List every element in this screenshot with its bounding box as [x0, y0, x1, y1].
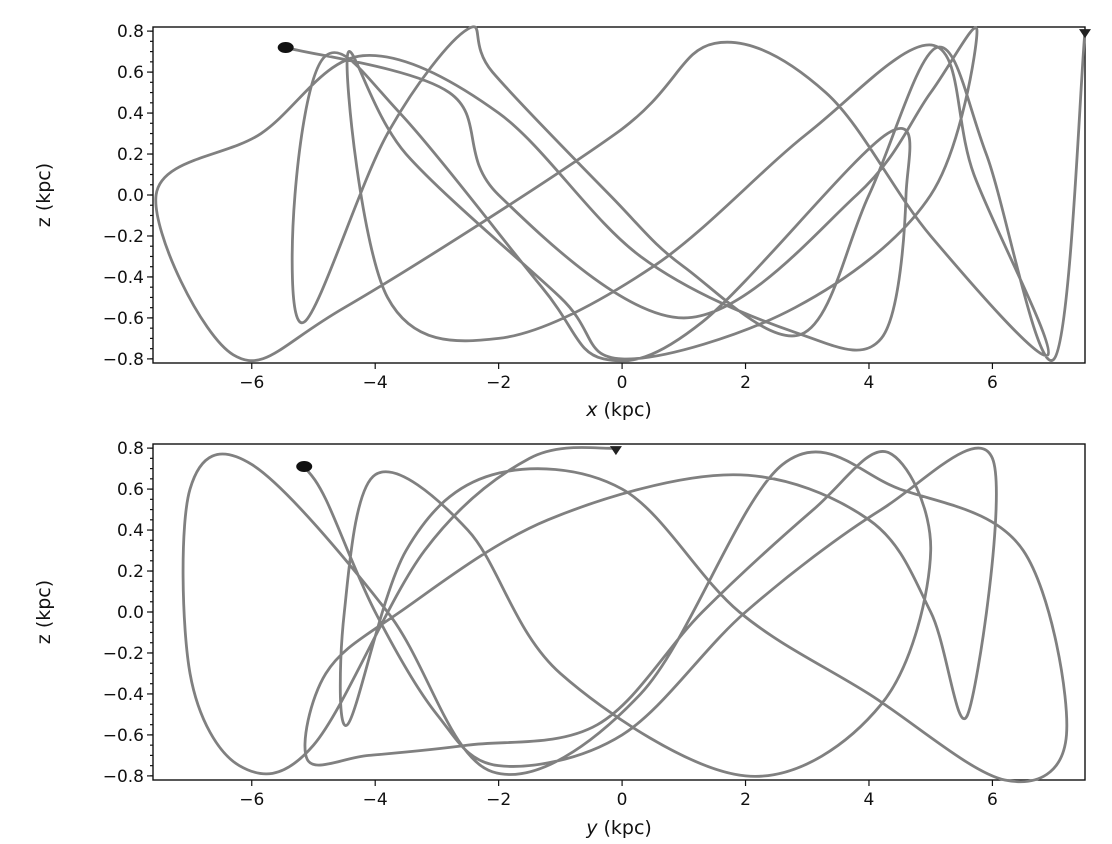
- orbit-line-top: [154, 25, 1087, 363]
- orbit-bottom: [181, 446, 1069, 784]
- y-tick-label-top: 0.2: [117, 145, 144, 165]
- y-tick-label-top: 0.8: [117, 22, 144, 42]
- ticks-bottom: −6 −4 −2 0 2 4 6 −0.8 −0.6 −0.4 −0.2 0.0 0.2 0.4 0.6 0.…: [103, 439, 998, 810]
- y-tick-label-top: −0.8: [103, 350, 144, 370]
- x-tick-label-top: −2: [486, 373, 511, 393]
- y-tick-label-bottom: −0.8: [103, 767, 144, 787]
- y-axis-label-top: z (kpc): [33, 163, 55, 227]
- markers-bottom: [296, 446, 622, 473]
- y-tick-label-bottom: 0.4: [117, 521, 144, 541]
- start-marker-top: [1079, 29, 1091, 39]
- panel-top: −6 −4 −2 0 2 4 6 −0.8 −0.6 −0.4 −0.2 0.0 0.2 0.4 0.6 0.…: [33, 22, 1091, 421]
- x-tick-label-bottom: −6: [239, 790, 264, 810]
- panel-bottom: −6 −4 −2 0 2 4 6 −0.8 −0.6 −0.4 −0.2 0.0 0.2 0.4 0.6 0.…: [33, 439, 1086, 839]
- y-tick-label-bottom: 0.2: [117, 562, 144, 582]
- x-tick-label-bottom: −4: [363, 790, 388, 810]
- x-tick-label-bottom: 2: [740, 790, 751, 810]
- y-tick-label-top: −0.2: [103, 227, 144, 247]
- x-tick-label-bottom: 6: [987, 790, 998, 810]
- y-tick-label-bottom: 0.8: [117, 439, 144, 459]
- end-marker-bottom: [296, 461, 313, 473]
- x-axis-label-top: x (kpc): [585, 399, 652, 421]
- x-tick-label-top: 2: [740, 373, 751, 393]
- y-tick-label-bottom: 0.0: [117, 603, 144, 623]
- y-tick-label-top: −0.6: [103, 309, 144, 329]
- y-tick-label-bottom: 0.6: [117, 480, 144, 500]
- x-tick-label-top: −6: [239, 373, 264, 393]
- y-tick-label-bottom: −0.4: [103, 685, 144, 705]
- start-marker-bottom: [609, 446, 622, 456]
- x-tick-label-bottom: −2: [486, 790, 511, 810]
- x-tick-label-top: 4: [864, 373, 875, 393]
- x-tick-label-top: 0: [617, 373, 628, 393]
- orbit-top: [154, 25, 1087, 363]
- x-axis-label-bottom: y (kpc): [585, 817, 652, 839]
- y-tick-label-bottom: −0.2: [103, 644, 144, 664]
- plot-frame-top: [152, 26, 1086, 364]
- y-tick-label-top: 0.4: [117, 104, 144, 124]
- markers-top: [277, 29, 1091, 53]
- orbit-line-bottom: [181, 446, 1069, 784]
- y-axis-label-bottom: z (kpc): [33, 580, 55, 644]
- y-tick-label-bottom: −0.6: [103, 726, 144, 746]
- x-tick-label-bottom: 4: [864, 790, 875, 810]
- x-tick-label-top: −4: [363, 373, 388, 393]
- y-tick-label-top: 0.0: [117, 186, 144, 206]
- x-tick-label-bottom: 0: [617, 790, 628, 810]
- x-tick-label-top: 6: [987, 373, 998, 393]
- y-tick-label-top: −0.4: [103, 268, 144, 288]
- y-tick-label-top: 0.6: [117, 63, 144, 83]
- ticks-top: −6 −4 −2 0 2 4 6 −0.8 −0.6 −0.4 −0.2 0.0 0.2 0.4 0.6 0.…: [103, 22, 998, 393]
- end-marker-top: [277, 41, 294, 53]
